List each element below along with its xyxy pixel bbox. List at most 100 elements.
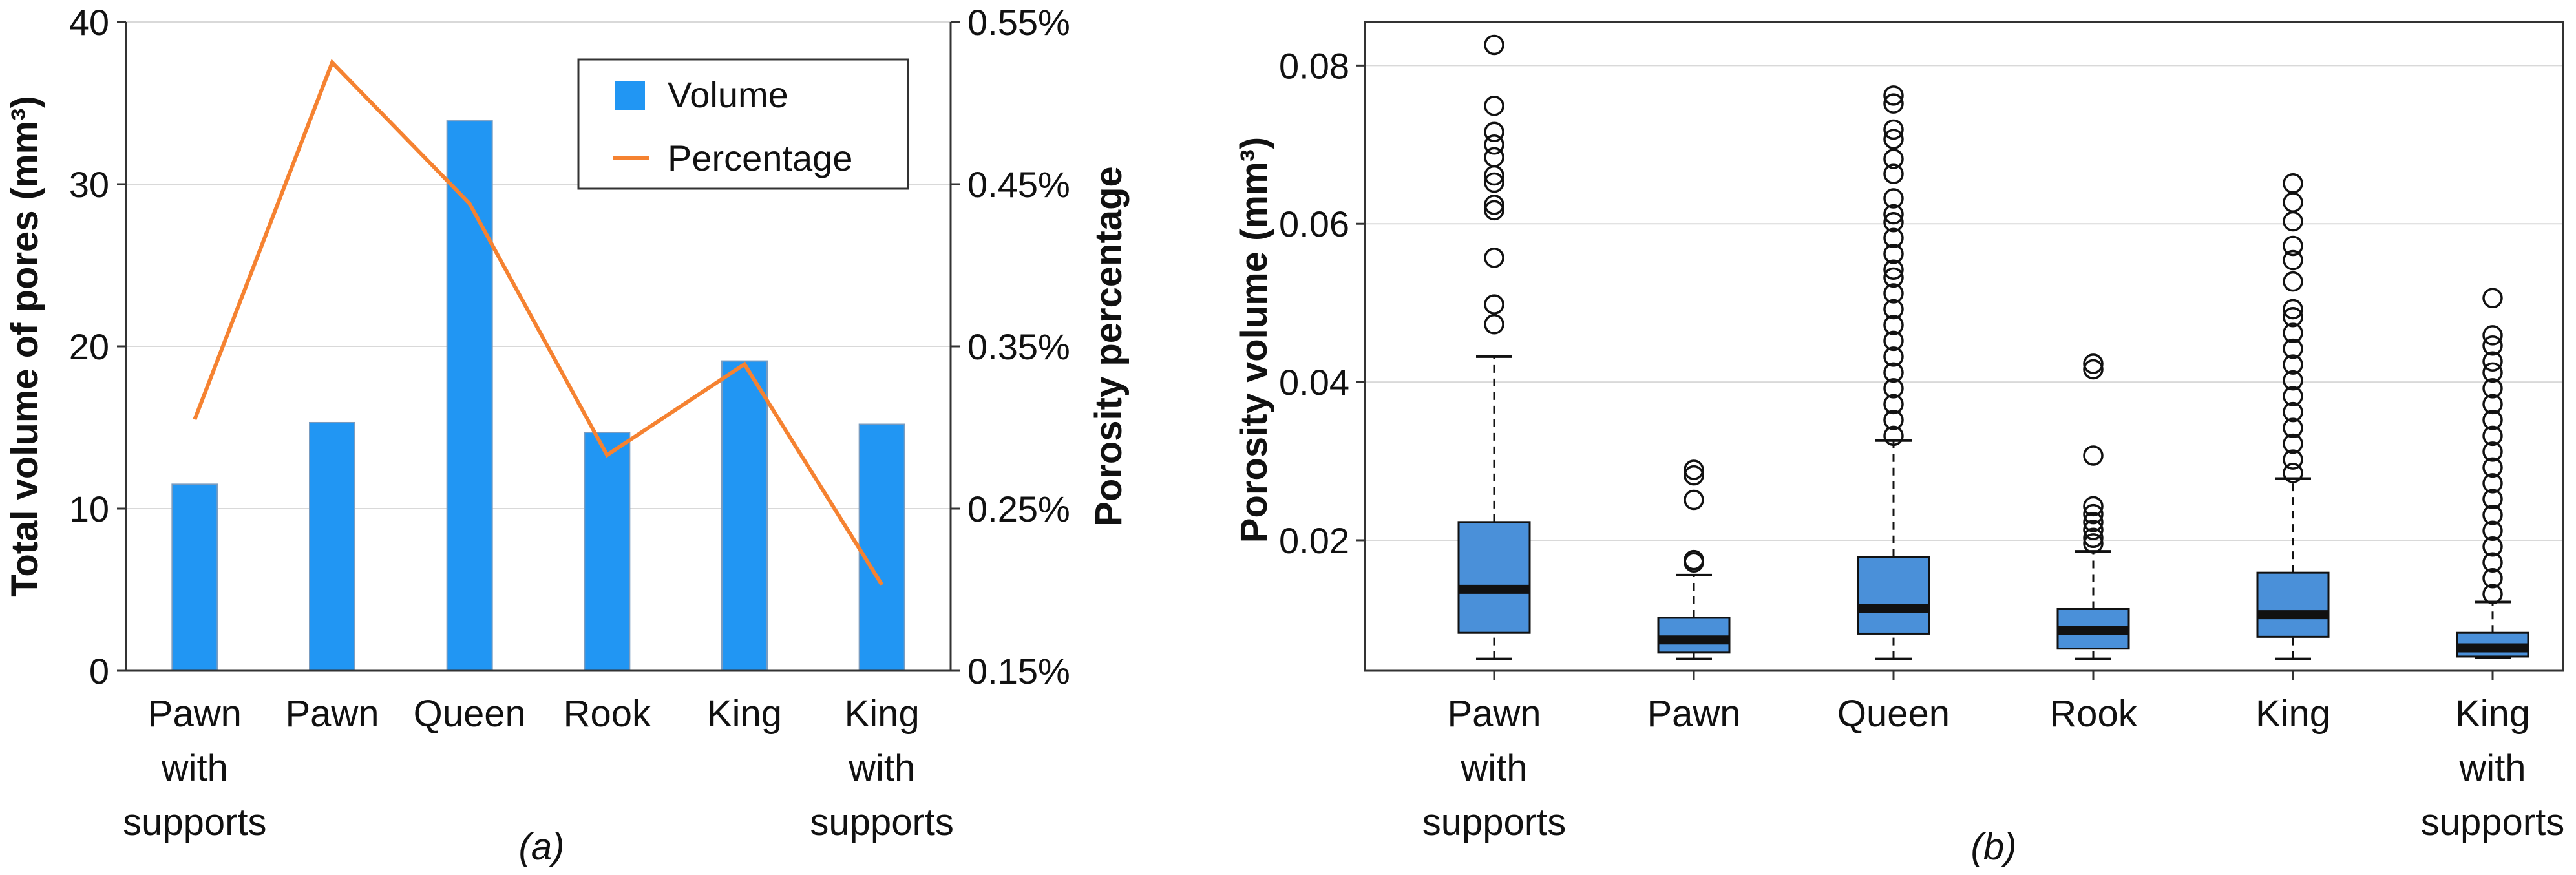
outlier-point — [1484, 294, 1504, 315]
outlier-point — [2083, 445, 2104, 466]
outlier-point — [1883, 85, 1904, 106]
outlier-point — [2482, 441, 2503, 462]
x-tick-label: King with supports — [810, 693, 953, 843]
chart-b: 0.02 0.04 0.06 0.08 Pawn with supports Pawn Quee… — [1233, 21, 2564, 868]
outlier-point — [2083, 520, 2104, 540]
x-tick-label-line: King — [2455, 693, 2530, 735]
x-tick-label: Queen — [1837, 693, 1950, 735]
outlier-point — [2482, 288, 2503, 309]
x-tick-label: King — [707, 693, 782, 735]
outlier-point — [1484, 195, 1504, 215]
outlier-point — [1883, 188, 1904, 209]
bar-volume — [584, 432, 631, 672]
outlier-point — [1484, 165, 1504, 186]
outlier-point — [1883, 362, 1904, 383]
outlier-point — [2283, 433, 2303, 454]
y-axis-label: Total volume of pores (mm³) — [4, 96, 46, 597]
legend: Volume Percentage — [577, 58, 909, 190]
outlier-point — [1883, 204, 1904, 225]
outlier-point — [1883, 129, 1904, 149]
legend-label-volume: Volume — [668, 74, 788, 115]
x-tick-label-line: King — [2255, 693, 2330, 735]
outlier-point — [2482, 473, 2503, 494]
outlier-point — [2283, 173, 2303, 194]
bar-volume — [858, 423, 905, 671]
outlier-point — [2482, 520, 2503, 542]
x-tick-label-line: Pawn — [148, 693, 242, 735]
outlier-point — [1883, 425, 1904, 447]
outlier-point — [2083, 503, 2104, 525]
x-tick-label-line: with — [848, 747, 915, 789]
outlier-point — [2283, 449, 2303, 470]
legend-label-percentage: Percentage — [668, 138, 852, 178]
y-tick-label: 0.02 — [1279, 520, 1349, 561]
outlier-point — [2482, 489, 2503, 510]
outlier-point — [2083, 353, 2104, 374]
box — [1857, 556, 1930, 635]
outlier-point — [2283, 338, 2303, 359]
outlier-point — [1883, 315, 1904, 335]
outlier-point — [1484, 34, 1504, 56]
y-tick-label: 20 — [69, 326, 109, 367]
y-tick-label: 0.08 — [1279, 45, 1349, 86]
x-tick-label-line: Pawn — [1647, 693, 1740, 735]
legend-box — [577, 58, 909, 190]
outlier-point — [2482, 351, 2503, 372]
y-tick-label: 0 — [89, 651, 109, 691]
outlier-point — [1883, 330, 1904, 352]
x-tick-label: Pawn — [1647, 693, 1740, 735]
outlier-point — [2482, 410, 2503, 430]
outlier-point — [1883, 283, 1904, 304]
bar-volume — [721, 360, 768, 672]
box — [2256, 571, 2330, 638]
outlier-point — [2283, 235, 2303, 257]
outlier-point — [2283, 211, 2303, 232]
outlier-point — [2283, 249, 2303, 271]
box-group — [1457, 34, 1531, 660]
x-tick-label-line: with — [1460, 747, 1527, 789]
outlier-point — [2482, 584, 2503, 604]
outlier-point — [2482, 505, 2503, 525]
outlier-point — [2482, 362, 2503, 383]
x-tick-label-line: Rook — [564, 693, 651, 735]
outlier-point — [1883, 227, 1904, 249]
subtitle-a: (a) — [519, 826, 565, 868]
outlier-point — [1484, 147, 1504, 168]
outlier-point — [2283, 192, 2303, 213]
outlier-point — [1883, 259, 1904, 280]
x-tick-label-line: supports — [810, 801, 953, 843]
outlier-point — [1484, 121, 1504, 142]
box-group — [2256, 173, 2330, 660]
line-percentage — [193, 59, 884, 586]
outlier-point — [2482, 378, 2503, 399]
outlier-point — [1484, 172, 1504, 193]
outlier-point — [2083, 527, 2104, 549]
x-tick-label-line: Queen — [414, 693, 526, 735]
x-tick-label-line: supports — [1422, 801, 1566, 843]
outlier-point — [2083, 512, 2104, 532]
outlier-point — [1883, 410, 1904, 430]
outlier-point — [2283, 306, 2303, 328]
outlier-point — [1883, 346, 1904, 367]
y-tick-label: 40 — [69, 2, 109, 43]
x-tick-label: Queen — [414, 693, 526, 735]
x-tick-label-line: supports — [2421, 801, 2564, 843]
outlier-point — [1883, 149, 1904, 169]
x-tick-label-line: King — [707, 693, 782, 735]
box — [1457, 521, 1531, 634]
y2-tick-label: 0.15% — [967, 651, 1070, 691]
outlier-point — [2083, 359, 2104, 380]
plot-frame — [1364, 21, 2564, 672]
y-tick-label: 10 — [69, 489, 109, 529]
x-tick-label-line: with — [2458, 747, 2526, 789]
outlier-point — [2283, 271, 2303, 292]
x-tick-label: Pawn — [285, 693, 379, 735]
x-tick-label-line: Queen — [1837, 693, 1950, 735]
outlier-point — [1484, 200, 1504, 221]
chart-a: 0 10 20 30 40 0.15% 0.25% 0.35% 0.45% 0.55% Pawn wi… — [4, 2, 1130, 868]
outlier-point — [2482, 394, 2503, 415]
y-tick-label: 30 — [69, 164, 109, 205]
box-group — [1857, 85, 1930, 660]
box-group — [2456, 288, 2529, 659]
x-tick-label: Rook — [564, 693, 651, 735]
